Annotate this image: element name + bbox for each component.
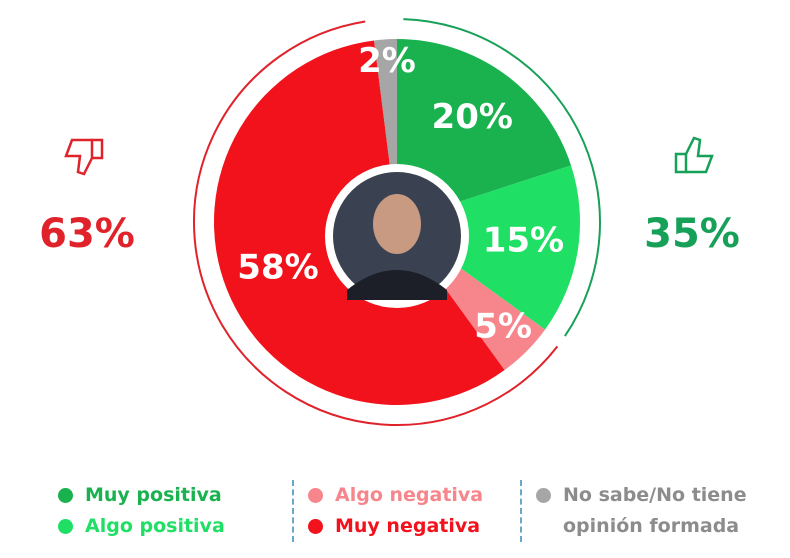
total-label: 35% xyxy=(644,211,740,257)
legend-label: No sabe/No tiene opinión formada xyxy=(563,484,747,537)
legend-dot xyxy=(58,488,73,503)
legend-item: Algo positiva xyxy=(58,511,225,542)
thumb-down-icon xyxy=(64,138,104,176)
legend-label: Muy positiva xyxy=(85,484,222,506)
legend-label: Muy negativa xyxy=(335,515,481,537)
legend-label: Algo negativa xyxy=(335,484,484,506)
legend-item: No sabe/No tiene opinión formada xyxy=(536,480,776,542)
legend-divider xyxy=(520,480,522,542)
pie-slice xyxy=(397,165,580,330)
legend-dot xyxy=(58,519,73,534)
pie-slice xyxy=(397,39,572,222)
slice-label: 2% xyxy=(358,41,416,81)
legend-item: Muy positiva xyxy=(58,480,222,511)
total-arc xyxy=(403,18,601,337)
thumb-up-icon xyxy=(674,136,714,174)
legend-dot xyxy=(536,488,551,503)
slice-label: 5% xyxy=(474,307,532,347)
slice-label: 15% xyxy=(483,221,564,261)
total-label: 63% xyxy=(39,211,135,257)
legend-label: Algo positiva xyxy=(85,515,225,537)
slice-label: 20% xyxy=(432,97,513,137)
legend-dot xyxy=(308,488,323,503)
legend-item: Algo negativa xyxy=(308,480,483,511)
slice-label: 58% xyxy=(237,248,318,288)
total-arc xyxy=(193,20,559,426)
photo-body xyxy=(347,270,447,300)
legend-divider xyxy=(292,480,294,542)
legend-item: Muy negativa xyxy=(308,511,480,542)
photo-face xyxy=(373,194,421,254)
legend-dot xyxy=(308,519,323,534)
